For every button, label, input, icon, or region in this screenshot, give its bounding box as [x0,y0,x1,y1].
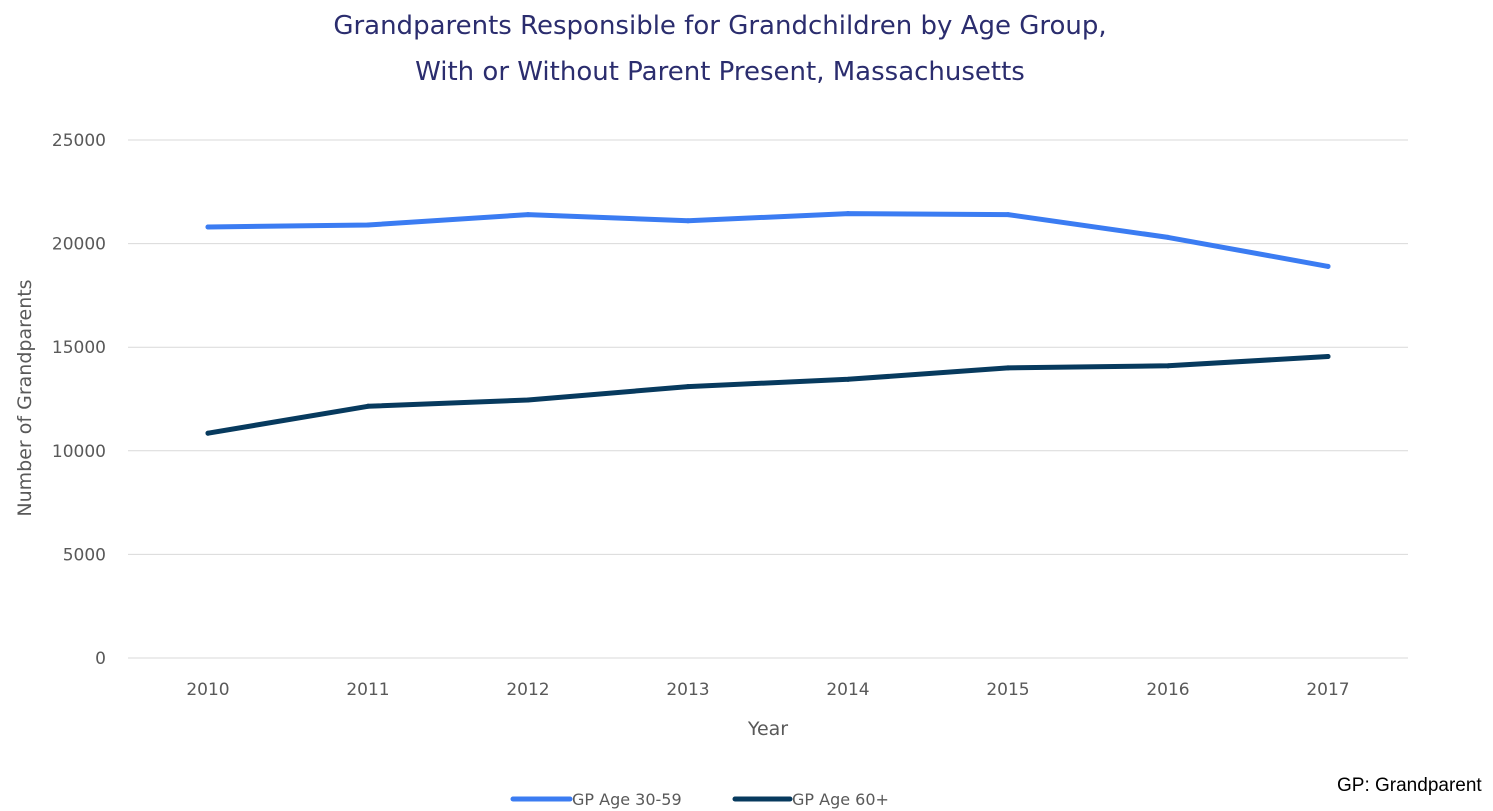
y-tick-label-10000: 10000 [52,442,106,462]
x-tick-label-2011: 2011 [346,680,389,700]
data-point-s2-2012 [525,397,531,403]
data-point-s1-2014 [845,211,851,217]
y-tick-label-15000: 15000 [52,338,106,358]
data-point-s2-2016 [1165,363,1171,369]
legend-label-2: GP Age 60+ [792,790,889,809]
chart-title-line-1: Grandparents Responsible for Grandchildr… [333,11,1106,41]
y-tick-label-25000: 25000 [52,131,106,151]
x-tick-label-2010: 2010 [186,680,229,700]
data-point-s1-2013 [685,218,691,224]
data-point-s1-2017 [1325,263,1331,269]
data-point-s1-2010 [205,224,211,230]
series-line-2 [205,354,1331,436]
x-tick-label-2016: 2016 [1146,680,1189,700]
y-axis-title: Number of Grandparents [14,279,36,516]
data-point-s2-2015 [1005,365,1011,371]
data-point-s1-2015 [1005,212,1011,218]
data-point-s2-2011 [365,403,371,409]
x-tick-label-2012: 2012 [506,680,549,700]
x-axis-title: Year [747,718,788,740]
legend: GP Age 30-59 GP Age 60+ [510,790,889,809]
data-point-s2-2013 [685,384,691,390]
legend-label-1: GP Age 30-59 [572,790,682,809]
gridlines [128,139,1408,659]
data-point-s2-2010 [205,430,211,436]
x-axis-tick-labels: 2010 2011 2012 2013 2014 2015 2016 2017 [186,680,1349,700]
x-tick-label-2017: 2017 [1306,680,1349,700]
data-point-s2-2017 [1325,354,1331,360]
series-line-1 [205,211,1331,269]
y-tick-label-5000: 5000 [63,545,106,565]
data-point-s1-2011 [365,222,371,228]
chart-title-line-2: With or Without Parent Present, Massachu… [415,57,1025,87]
series-lines [205,211,1331,436]
data-point-s1-2016 [1165,234,1171,240]
x-tick-label-2013: 2013 [666,680,709,700]
footnote-gp-definition: GP: Grandparent [1337,775,1482,796]
data-point-s1-2012 [525,212,531,218]
y-tick-label-20000: 20000 [52,235,106,255]
y-axis-tick-labels: 0 5000 10000 15000 20000 25000 [52,131,106,669]
x-tick-label-2015: 2015 [986,680,1029,700]
data-point-s2-2014 [845,376,851,382]
y-tick-label-0: 0 [95,649,106,669]
x-tick-label-2014: 2014 [826,680,869,700]
